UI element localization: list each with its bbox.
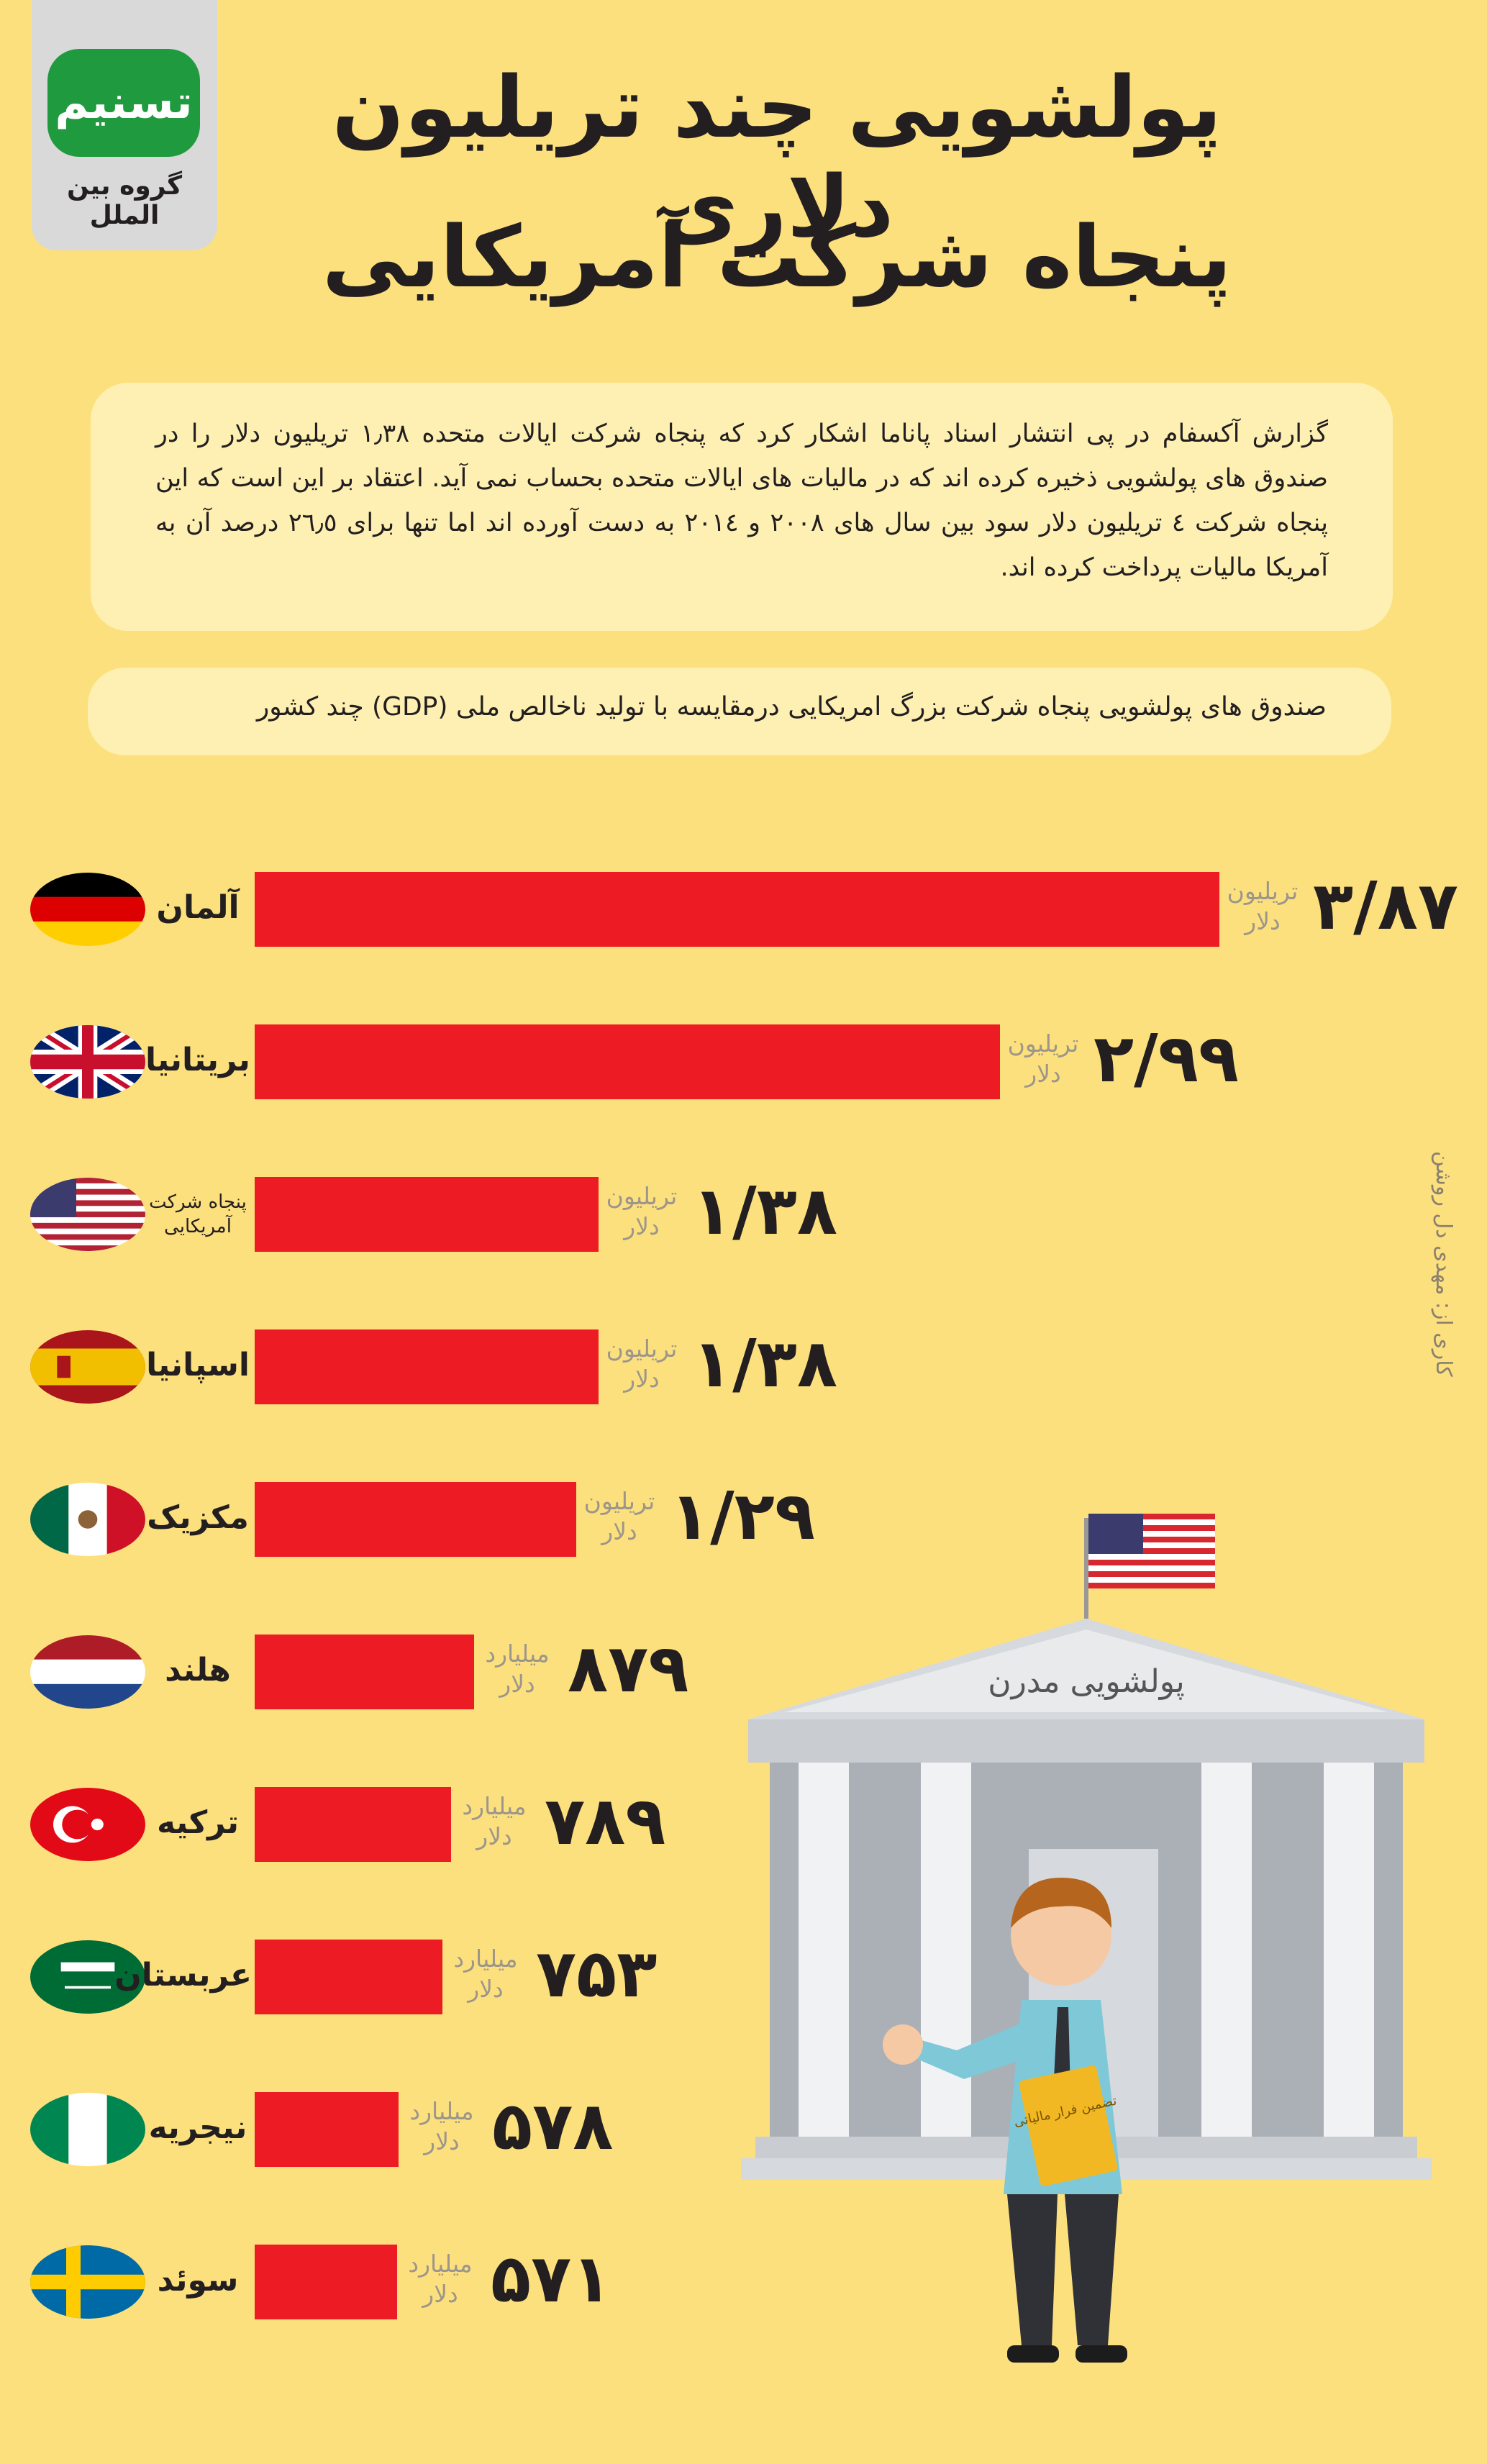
credit-text: کاری از: مهدی دل روشن — [1431, 1151, 1456, 1377]
unit-label: میلیارد دلار — [408, 2250, 473, 2308]
category-label: آلمان — [156, 889, 240, 926]
category-label: اسپانیا — [146, 1347, 250, 1383]
mexico-flag — [30, 1483, 145, 1556]
column — [1201, 1763, 1252, 2137]
book — [1019, 2065, 1118, 2186]
category-label: عربستان — [114, 1957, 252, 1994]
unit-label: تریلیون دلار — [606, 1182, 678, 1240]
category-label: هلند — [165, 1652, 231, 1688]
bar — [255, 1787, 451, 1862]
subtitle-box: صندوق های پولشویی پنجاه شرکت بزرگ امریکا… — [88, 668, 1391, 755]
value-label: ۵۷۱ — [491, 2240, 612, 2317]
unit-label: میلیارد دلار — [453, 1945, 518, 2003]
bank-illustration: پولشویی مدرن تضمین فرار مالیاتی — [741, 1514, 1432, 2363]
nigeria-flag — [30, 2093, 145, 2166]
unit-label: میلیارد دلار — [462, 1792, 527, 1850]
man-shoe — [1076, 2345, 1127, 2363]
value-label: ۱/۳۸ — [692, 1325, 838, 1402]
man-arm — [906, 2022, 1029, 2079]
logo-mark: تسنیم — [47, 49, 200, 157]
unit-label: تریلیون دلار — [606, 1335, 678, 1393]
netherlands-flag — [30, 1635, 145, 1709]
column — [1324, 1763, 1374, 2137]
bar — [255, 2092, 399, 2167]
uk-flag — [30, 1025, 145, 1099]
value-label: ۵۷۸ — [492, 2088, 614, 2165]
unit-label: تریلیون دلار — [1007, 1029, 1079, 1088]
tasnim-logo: تسنیم گروه بین الملل — [32, 0, 217, 250]
sweden-flag — [30, 2245, 145, 2319]
man-hand — [883, 2024, 923, 2065]
title-line-1: پولشویی چند تریلیون دلاری — [332, 58, 1222, 256]
usa-flag — [30, 1178, 145, 1251]
saudi-flag — [30, 1940, 145, 2014]
bank-pediment — [784, 1629, 1388, 1712]
column — [799, 1763, 849, 2137]
category-label: بریتانیا — [145, 1042, 250, 1078]
bar — [255, 1635, 474, 1709]
bar — [255, 1024, 1000, 1099]
value-label: ۲/۹۹ — [1093, 1020, 1240, 1097]
bar — [255, 1177, 599, 1252]
man-leg — [1007, 2194, 1058, 2345]
category-label: مکزیک — [147, 1499, 249, 1536]
usa-flag-on-bank — [1088, 1514, 1215, 1588]
man-leg — [1065, 2194, 1119, 2345]
chart-subtitle: صندوق های پولشویی پنجاه شرکت بزرگ امریکا… — [256, 692, 1327, 722]
intro-text: گزارش آکسفام در پی انتشار اسناد پاناما ا… — [155, 419, 1328, 582]
spain-flag — [30, 1330, 145, 1404]
category-label: پنجاه شرکت آمریکایی — [149, 1191, 247, 1237]
category-label: ترکیه — [156, 1804, 240, 1841]
column — [921, 1763, 971, 2137]
bar — [255, 1482, 576, 1557]
value-label: ۷۸۹ — [545, 1783, 666, 1860]
bank-entablature — [748, 1719, 1424, 1763]
bar — [255, 1329, 599, 1404]
value-label: ۷۵۳ — [536, 1935, 658, 2012]
value-label: ۱/۲۹ — [670, 1478, 816, 1555]
bank-sign: پولشویی مدرن — [988, 1663, 1185, 1700]
unit-label: میلیارد دلار — [409, 2097, 474, 2155]
man-shoe — [1007, 2345, 1059, 2363]
turkey-flag — [30, 1788, 145, 1861]
title-line-2: پنجاه شرکت آمریکایی — [322, 207, 1232, 306]
bar — [255, 2245, 397, 2319]
value-label: ۱/۳۸ — [692, 1173, 838, 1250]
category-label: نیجریه — [148, 2109, 247, 2146]
intro-box: گزارش آکسفام در پی انتشار اسناد پاناما ا… — [91, 383, 1393, 631]
category-label: سوئد — [157, 2262, 239, 2299]
unit-label: تریلیون دلار — [1227, 877, 1299, 935]
value-label: ۸۷۹ — [568, 1630, 689, 1707]
man-hair — [1011, 1878, 1111, 1928]
bar — [255, 872, 1219, 947]
man-figure: تضمین فرار مالیاتی — [883, 1878, 1127, 2363]
value-label: ۳/۸۷ — [1313, 868, 1459, 945]
unit-label: تریلیون دلار — [583, 1487, 655, 1545]
unit-label: میلیارد دلار — [485, 1640, 550, 1698]
bar — [255, 1940, 442, 2014]
logo-text: گروه بین الملل — [66, 171, 183, 230]
germany-flag — [30, 873, 145, 946]
